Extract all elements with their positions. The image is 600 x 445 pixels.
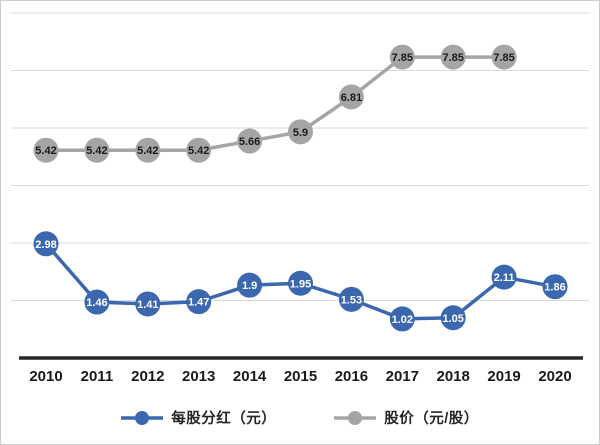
data-point (389, 306, 415, 332)
data-label: 5.42 (188, 145, 209, 157)
plot-area: 2010 2011 2012 2013 2014 2015 2016 2017 2018 2019… (1, 1, 599, 397)
data-point (33, 231, 59, 257)
x-tick-label: 2015 (284, 368, 317, 385)
data-label: 7.85 (392, 52, 413, 64)
data-point (288, 270, 313, 296)
data-label: 5.42 (137, 145, 158, 157)
data-point (491, 264, 517, 290)
data-point (84, 137, 110, 163)
data-label: 1.95 (290, 278, 311, 290)
data-point (440, 44, 466, 70)
legend-label-dividend: 每股分红（元） (171, 411, 277, 427)
x-tick-label: 2017 (386, 368, 419, 385)
data-point (84, 289, 110, 315)
data-point (186, 137, 212, 163)
data-label: 7.85 (442, 52, 463, 64)
x-tick-label: 2010 (29, 368, 62, 385)
legend-item-price: 股价（元/股） (334, 407, 479, 428)
data-label: 1.46 (86, 297, 107, 309)
x-tick-label: 2019 (487, 368, 520, 385)
data-label: 5.42 (86, 145, 107, 157)
data-label: 6.81 (341, 92, 362, 104)
data-label: 1.53 (341, 294, 362, 306)
data-point (186, 289, 212, 315)
data-label: 2.98 (35, 239, 56, 251)
data-label: 1.9 (242, 280, 257, 292)
line-chart: 2010 2011 2012 2013 2014 2015 2016 2017 2018 2019… (11, 12, 589, 385)
x-tick-label: 2011 (81, 368, 114, 385)
data-point (338, 84, 364, 110)
data-label: 1.02 (392, 314, 413, 326)
data-point (33, 137, 59, 163)
data-point (237, 128, 263, 154)
data-point (389, 44, 415, 70)
data-label: 5.9 (293, 127, 308, 139)
data-point (135, 137, 161, 163)
data-point (440, 305, 466, 331)
x-tick-label: 2014 (233, 368, 267, 385)
legend-marker-price-icon (334, 410, 377, 426)
data-point (237, 272, 263, 298)
data-label: 5.42 (35, 145, 56, 157)
data-label: 1.86 (544, 282, 565, 294)
data-point (288, 119, 313, 145)
data-label: 1.41 (137, 299, 158, 311)
data-point (135, 291, 161, 317)
x-tick-label: 2016 (335, 368, 368, 385)
legend: 每股分红（元） 股价（元/股） (1, 397, 599, 444)
legend-marker-dividend-icon (121, 410, 164, 426)
data-label: 1.47 (188, 297, 209, 309)
series-line (46, 55, 505, 152)
data-point (491, 44, 517, 70)
x-tick-label: 2013 (182, 368, 215, 385)
data-label: 7.85 (493, 52, 514, 64)
data-label: 2.11 (494, 272, 515, 284)
x-tick-label: 2012 (131, 368, 164, 385)
data-point (338, 286, 364, 312)
legend-item-dividend: 每股分红（元） (121, 407, 276, 428)
data-label: 5.66 (239, 136, 260, 148)
legend-label-price: 股价（元/股） (384, 411, 479, 427)
data-label: 1.05 (442, 313, 463, 325)
x-tick-label: 2018 (437, 368, 470, 385)
data-point (542, 274, 568, 300)
x-tick-label: 2020 (538, 368, 571, 385)
